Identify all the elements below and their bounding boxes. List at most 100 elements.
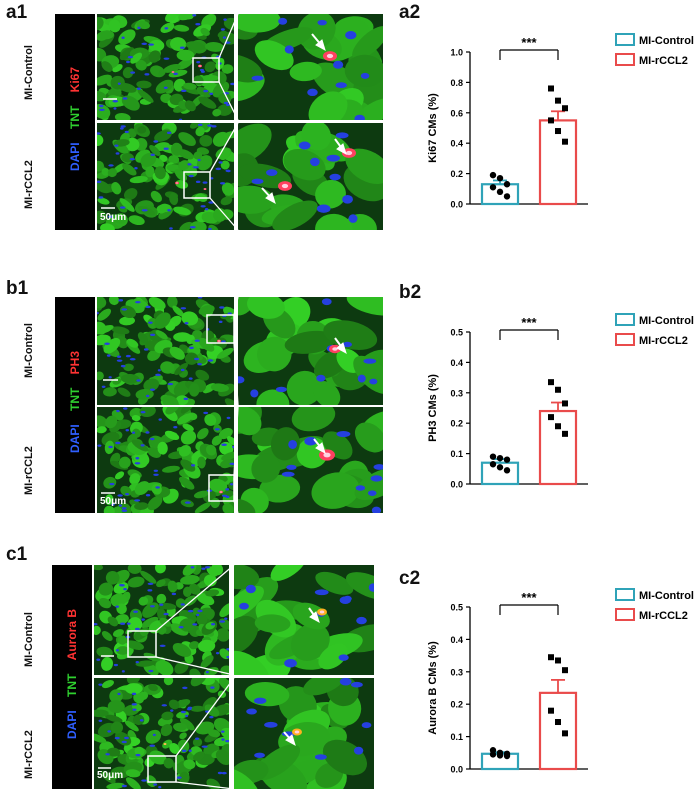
- arrow-icon: [261, 33, 347, 205]
- micrograph-texture: [94, 678, 229, 789]
- micrograph-texture: [234, 678, 374, 789]
- panel-label-b2: b2: [399, 282, 422, 303]
- arrow-icon: [283, 607, 320, 747]
- data-point: [503, 467, 511, 474]
- panel-label-a2: a2: [399, 2, 421, 23]
- micrograph-control: [94, 565, 229, 675]
- zoom-lines: [101, 13, 347, 231]
- data-point: [562, 138, 568, 145]
- bar-1: [538, 409, 578, 486]
- y-tick-label: 0.2: [450, 419, 463, 429]
- data-point: [496, 752, 504, 759]
- data-point: [548, 117, 554, 124]
- significance-label: ***: [521, 590, 537, 605]
- y-tick-label: 0.1: [450, 732, 463, 742]
- micrograph-texture: [94, 565, 229, 675]
- data-point: [555, 386, 561, 393]
- significance-label: ***: [521, 315, 537, 330]
- panel-label-c2: c2: [399, 568, 421, 589]
- scale-label: 50μm: [100, 496, 127, 507]
- scale-label: 50μm: [97, 770, 124, 781]
- zoom-control: [234, 565, 374, 675]
- y-tick-label: 0.0: [450, 765, 463, 775]
- micrograph-texture: [238, 297, 383, 405]
- significance-label: ***: [521, 35, 537, 50]
- y-tick-label: 0.0: [450, 480, 463, 490]
- y-tick-label: 0.5: [450, 328, 463, 338]
- data-point: [548, 85, 554, 92]
- y-tick-label: 0.1: [450, 449, 463, 459]
- legend-label-0: MI-Control: [639, 590, 694, 602]
- data-point: [548, 654, 554, 661]
- data-point: [548, 414, 554, 421]
- y-tick-label: 0.4: [450, 358, 463, 368]
- stain-bar: DAPI TNT PH3: [55, 297, 95, 513]
- legend-label-1: MI-rCCL2: [639, 55, 688, 67]
- legend-swatch-0: [615, 588, 635, 601]
- data-point: [555, 657, 561, 664]
- data-point: [489, 751, 497, 758]
- micrograph-texture: [234, 565, 374, 675]
- y-tick-label: 0.0: [450, 200, 463, 210]
- scale-label: 50μm: [100, 212, 127, 223]
- panel-label-c1: c1: [6, 544, 28, 565]
- zoom-lines: [98, 564, 320, 790]
- legend-label-1: MI-rCCL2: [639, 335, 688, 347]
- micrograph-rccl2: [97, 407, 234, 513]
- zoom-rccl2: [234, 678, 374, 789]
- micrograph-texture: [97, 297, 234, 405]
- y-axis-label: Aurora B CMs (%): [427, 641, 439, 735]
- inset-box-rccl2: [147, 755, 177, 783]
- y-tick-label: 0.3: [450, 388, 463, 398]
- data-point: [496, 174, 504, 182]
- data-point: [562, 430, 568, 437]
- chart-ph3: 0.0 0.1 0.2 0.3 0.4 0.5 PH3 CMs (%) *** MI-Contr…: [427, 313, 694, 490]
- zoom-lines: [101, 296, 347, 514]
- data-point: [503, 193, 511, 200]
- data-point: [548, 707, 554, 714]
- y-tick-label: 0.4: [450, 635, 463, 645]
- inset-box-rccl2: [208, 474, 235, 502]
- bar-1: [538, 691, 578, 771]
- y-axis-label: PH3 CMs (%): [427, 374, 439, 442]
- inset-box-control: [127, 630, 157, 658]
- data-point: [489, 184, 497, 191]
- data-point: [555, 97, 561, 104]
- data-point: [496, 464, 504, 471]
- arrow-icon: [313, 337, 347, 455]
- legend-swatch-1: [615, 608, 635, 621]
- zoom-control: [238, 14, 383, 120]
- y-tick-label: 0.2: [450, 169, 463, 179]
- data-point: [555, 128, 561, 135]
- data-point: [555, 719, 561, 726]
- micrograph-rccl2: [97, 123, 234, 230]
- y-tick-label: 0.6: [450, 108, 463, 118]
- data-point: [496, 188, 504, 196]
- y-tick-label: 0.4: [450, 139, 463, 149]
- y-tick-label: 1.0: [450, 48, 463, 58]
- micrograph-texture: [238, 14, 383, 120]
- inset-box-control: [206, 314, 235, 344]
- stain-bar: DAPI TNT Ki67: [55, 14, 95, 230]
- data-point: [503, 752, 511, 760]
- data-point: [503, 181, 511, 188]
- micrograph-control: [97, 14, 234, 120]
- data-point: [503, 456, 511, 463]
- data-point: [555, 423, 561, 430]
- zoom-control: [238, 297, 383, 405]
- panel-label-a1: a1: [6, 2, 28, 23]
- stain-bar: DAPI TNT Aurora B: [52, 565, 92, 789]
- data-point: [489, 171, 497, 179]
- legend-swatch-0: [615, 313, 635, 326]
- data-point: [496, 454, 504, 462]
- y-tick-label: 0.3: [450, 667, 463, 677]
- chart-aurora-b: 0.0 0.1 0.2 0.3 0.4 0.5 Aurora B CMs (%) *** MI-…: [427, 588, 694, 775]
- micrograph-texture: [97, 123, 234, 230]
- data-point: [489, 461, 497, 468]
- y-axis-label: Ki67 CMs (%): [427, 93, 439, 163]
- inset-box-rccl2: [183, 171, 211, 199]
- data-point: [562, 667, 568, 674]
- chart-ki67: 0.0 0.2 0.4 0.6 0.8 1.0 Ki67 CMs (%) *** MI-Cont…: [427, 33, 694, 210]
- data-point: [489, 453, 497, 460]
- data-point: [562, 400, 568, 407]
